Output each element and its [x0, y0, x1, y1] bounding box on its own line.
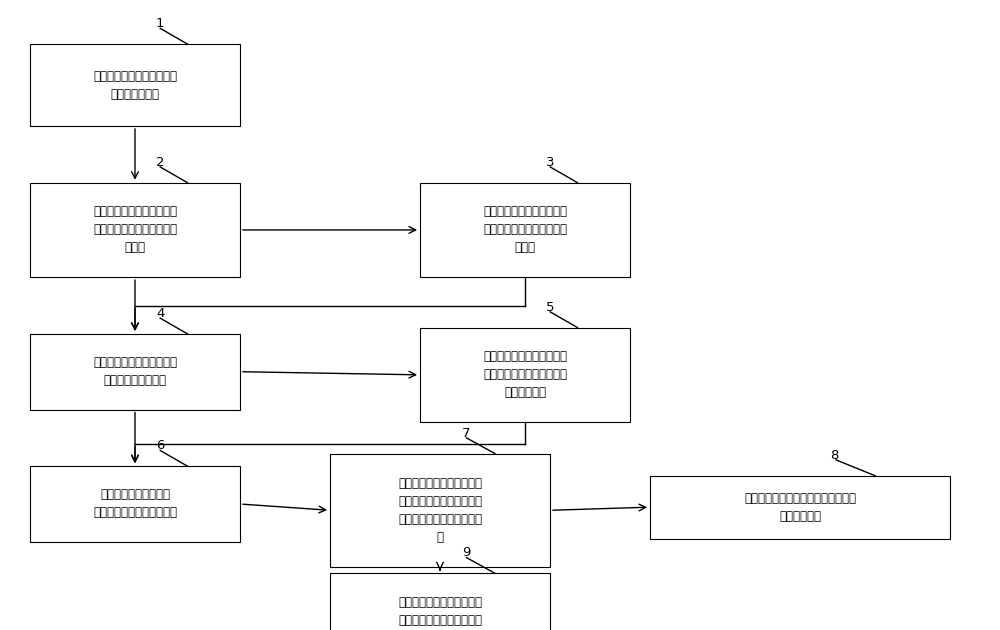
FancyBboxPatch shape [330, 454, 550, 567]
FancyBboxPatch shape [650, 476, 950, 539]
Text: 6: 6 [156, 439, 164, 452]
Text: 2: 2 [156, 156, 164, 169]
Text: 通过平台信箱提醒电力调度
方查看热力调度指令: 通过平台信箱提醒电力调度 方查看热力调度指令 [93, 356, 177, 387]
FancyBboxPatch shape [30, 334, 240, 410]
Text: 8: 8 [830, 449, 838, 462]
Text: 5: 5 [546, 301, 554, 314]
Text: 电力调度方确定供热机组非
计划停运的情况: 电力调度方确定供热机组非 计划停运的情况 [93, 69, 177, 101]
Text: 1: 1 [156, 17, 164, 30]
Text: 通过平台信箱提醒热力调度
方查看供热机组非计划停运
的情况: 通过平台信箱提醒热力调度 方查看供热机组非计划停运 的情况 [93, 205, 177, 255]
Text: 4: 4 [156, 307, 164, 320]
FancyBboxPatch shape [330, 573, 550, 630]
FancyBboxPatch shape [420, 328, 630, 422]
Text: 9: 9 [462, 546, 470, 559]
FancyBboxPatch shape [30, 466, 240, 542]
FancyBboxPatch shape [30, 44, 240, 126]
Text: 通过平台信箱提醒天然
气调度方查看电力调度指令: 通过平台信箱提醒天然 气调度方查看电力调度指令 [93, 488, 177, 520]
FancyBboxPatch shape [420, 183, 630, 277]
Text: 在满足热力调度指令的情况
下，根据热力调度指令确定
电力调度指令: 在满足热力调度指令的情况 下，根据热力调度指令确定 电力调度指令 [483, 350, 567, 399]
Text: 若天然气调度指令不满足天
然气调度要求，此流程中止
，可以由天然气调度方发起
其他流程: 若天然气调度指令不满足天 然气调度要求，此流程中止 ，可以由天然气调度方发起 其… [398, 597, 482, 630]
Text: 3: 3 [546, 156, 554, 169]
Text: 热力调度方根据供热机组非
计划停运的情况确定热力调
度指令: 热力调度方根据供热机组非 计划停运的情况确定热力调 度指令 [483, 205, 567, 255]
Text: 根据热力调度指令和电力调
度指令确定的热、电负荷分
配方案，确定天然气调度指
令: 根据热力调度指令和电力调 度指令确定的热、电负荷分 配方案，确定天然气调度指 令 [398, 477, 482, 544]
FancyBboxPatch shape [30, 183, 240, 277]
Text: 7: 7 [462, 427, 471, 440]
Text: 若天然气调度指令满足天然气调度要
求，流程结束: 若天然气调度指令满足天然气调度要 求，流程结束 [744, 491, 856, 523]
